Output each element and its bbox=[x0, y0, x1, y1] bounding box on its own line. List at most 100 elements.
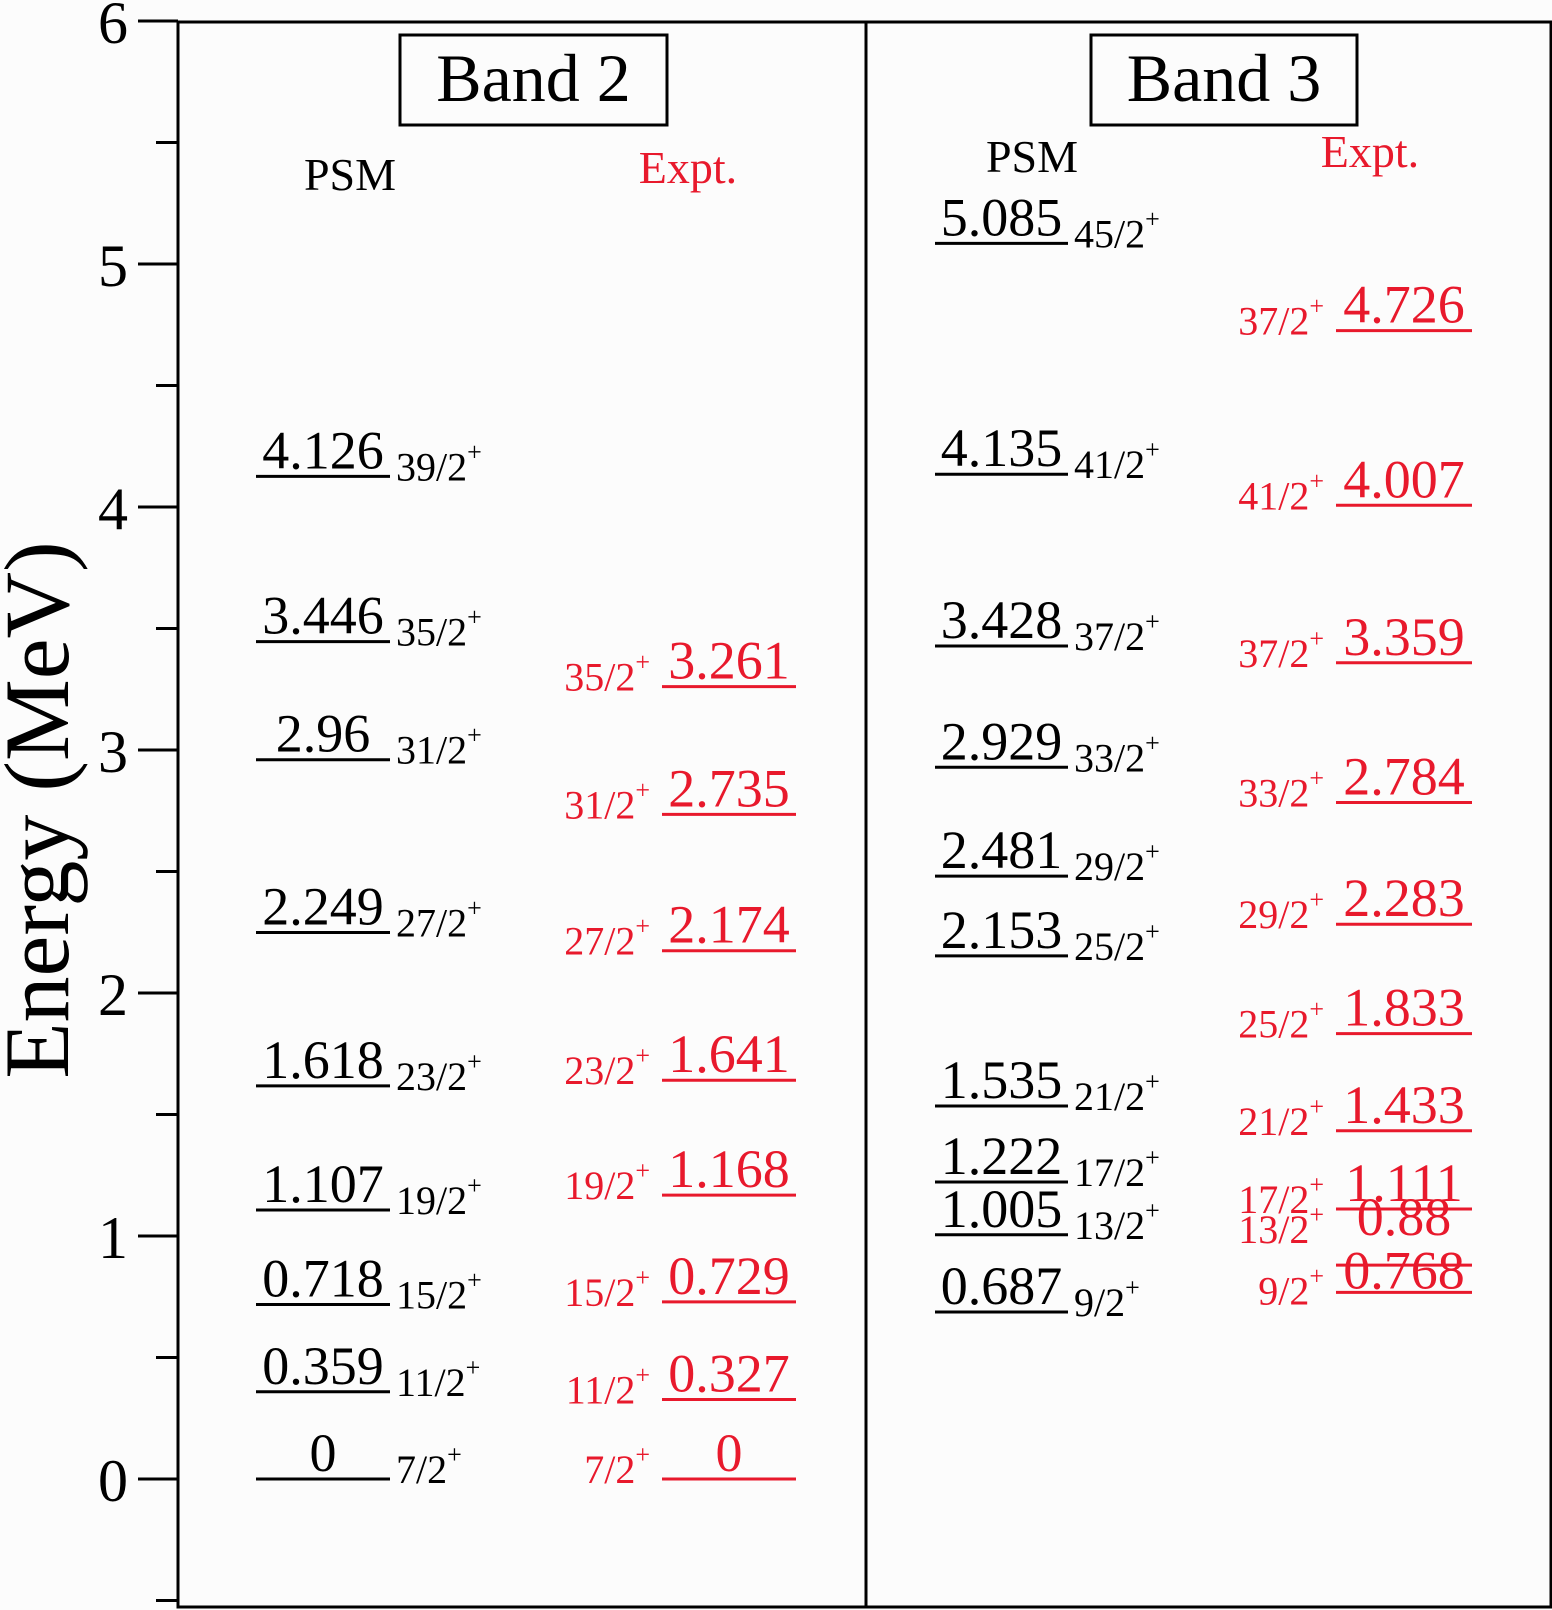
psm-level: 2.96 31/2+ bbox=[256, 704, 482, 773]
expt-energy-label: 3.359 bbox=[1343, 607, 1465, 667]
y-tick-label: 1 bbox=[98, 1205, 128, 1271]
expt-energy-label: 0.768 bbox=[1343, 1240, 1465, 1300]
psm-level: 2.929 33/2+ bbox=[935, 711, 1160, 780]
psm-energy-label: 1.222 bbox=[941, 1126, 1063, 1186]
expt-energy-label: 1.641 bbox=[668, 1024, 790, 1084]
psm-level: 4.135 41/2+ bbox=[935, 418, 1160, 487]
psm-spin-label: 31/2+ bbox=[396, 721, 482, 773]
psm-energy-label: 2.96 bbox=[276, 704, 371, 764]
psm-level: 1.535 21/2+ bbox=[935, 1050, 1160, 1119]
psm-energy-label: 0 bbox=[310, 1423, 337, 1483]
psm-spin-label: 33/2+ bbox=[1074, 728, 1160, 780]
panel-title: Band 2 bbox=[436, 40, 631, 116]
expt-spin-label: 33/2+ bbox=[1238, 763, 1324, 815]
panel-title-box bbox=[398, 33, 669, 127]
psm-energy-label: 0.718 bbox=[262, 1249, 384, 1309]
psm-level: 3.428 37/2+ bbox=[935, 590, 1160, 659]
psm-level: 1.107 19/2+ bbox=[256, 1154, 482, 1223]
expt-energy-label: 0 bbox=[716, 1423, 743, 1483]
psm-level: 0.718 15/2+ bbox=[256, 1249, 482, 1318]
expt-spin-label: 9/2+ bbox=[1258, 1261, 1324, 1313]
expt-spin-label: 23/2+ bbox=[564, 1041, 650, 1093]
psm-column-label: PSM bbox=[304, 149, 396, 200]
panel-title: Band 3 bbox=[1127, 40, 1322, 116]
psm-spin-label: 37/2+ bbox=[1074, 607, 1160, 659]
psm-energy-label: 1.535 bbox=[941, 1050, 1063, 1110]
psm-energy-label: 3.446 bbox=[262, 586, 384, 646]
expt-spin-label: 11/2+ bbox=[566, 1361, 650, 1413]
expt-energy-label: 1.433 bbox=[1343, 1075, 1465, 1135]
psm-level: 4.126 39/2+ bbox=[256, 420, 482, 489]
psm-spin-label: 41/2+ bbox=[1074, 435, 1160, 487]
expt-column-label: Expt. bbox=[639, 142, 737, 193]
y-tick-label: 4 bbox=[98, 476, 128, 542]
expt-energy-label: 0.88 bbox=[1357, 1187, 1452, 1247]
expt-energy-label: 3.261 bbox=[668, 631, 790, 691]
psm-level: 0.359 11/2+ bbox=[256, 1336, 480, 1405]
expt-spin-label: 21/2+ bbox=[1238, 1092, 1324, 1144]
expt-spin-label: 7/2+ bbox=[584, 1440, 650, 1492]
expt-spin-label: 27/2+ bbox=[564, 912, 650, 964]
psm-level: 2.249 27/2+ bbox=[256, 876, 482, 945]
psm-level: 2.481 29/2+ bbox=[935, 820, 1160, 889]
psm-energy-label: 3.428 bbox=[941, 590, 1063, 650]
expt-energy-label: 2.283 bbox=[1343, 868, 1465, 928]
psm-spin-label: 13/2+ bbox=[1074, 1196, 1160, 1248]
psm-spin-label: 45/2+ bbox=[1074, 204, 1160, 256]
panel-title-box bbox=[1089, 33, 1359, 127]
y-axis-label: Energy (MeV) bbox=[0, 541, 88, 1078]
expt-energy-label: 1.833 bbox=[1343, 978, 1465, 1038]
psm-spin-label: 17/2+ bbox=[1074, 1143, 1160, 1195]
expt-column-label: Expt. bbox=[1321, 126, 1419, 177]
expt-energy-label: 2.784 bbox=[1343, 746, 1465, 806]
psm-spin-label: 27/2+ bbox=[396, 893, 482, 945]
expt-spin-label: 15/2+ bbox=[564, 1263, 650, 1315]
psm-energy-label: 1.618 bbox=[262, 1030, 384, 1090]
expt-level: 3.261 35/2+ bbox=[564, 631, 796, 700]
expt-energy-label: 1.111 bbox=[1345, 1153, 1463, 1213]
expt-energy-label: 2.735 bbox=[668, 758, 790, 818]
psm-level: 0 7/2+ bbox=[256, 1423, 462, 1492]
expt-energy-label: 0.729 bbox=[668, 1246, 790, 1306]
expt-level: 1.433 21/2+ bbox=[1238, 1075, 1472, 1144]
psm-energy-label: 2.153 bbox=[941, 900, 1063, 960]
expt-level: 1.168 19/2+ bbox=[564, 1139, 796, 1208]
psm-level: 3.446 35/2+ bbox=[256, 586, 482, 655]
psm-spin-label: 29/2+ bbox=[1074, 837, 1160, 889]
psm-energy-label: 2.481 bbox=[941, 820, 1063, 880]
expt-level: 3.359 37/2+ bbox=[1238, 607, 1472, 676]
psm-energy-label: 1.107 bbox=[262, 1154, 384, 1214]
expt-spin-label: 41/2+ bbox=[1238, 466, 1324, 518]
expt-energy-label: 0.327 bbox=[668, 1344, 790, 1404]
psm-level: 2.153 25/2+ bbox=[935, 900, 1160, 969]
y-tick-label: 2 bbox=[98, 962, 128, 1028]
expt-level: 2.174 27/2+ bbox=[564, 895, 796, 964]
psm-energy-label: 2.929 bbox=[941, 711, 1063, 771]
expt-level: 1.833 25/2+ bbox=[1238, 978, 1472, 1047]
psm-energy-label: 0.359 bbox=[262, 1336, 384, 1396]
expt-level: 0 7/2+ bbox=[584, 1423, 796, 1492]
psm-energy-label: 4.126 bbox=[262, 420, 384, 480]
expt-level: 4.007 41/2+ bbox=[1238, 449, 1472, 518]
expt-level: 2.784 33/2+ bbox=[1238, 746, 1472, 815]
psm-energy-label: 2.249 bbox=[262, 876, 384, 936]
expt-level: 4.726 37/2+ bbox=[1238, 275, 1472, 344]
expt-level: 0.729 15/2+ bbox=[564, 1246, 796, 1315]
y-axis: 0 1 2 3 4 5 6 bbox=[98, 0, 178, 1602]
psm-level: 1.618 23/2+ bbox=[256, 1030, 482, 1099]
psm-column-label: PSM bbox=[986, 131, 1078, 182]
expt-level: 2.283 29/2+ bbox=[1238, 868, 1472, 937]
psm-spin-label: 39/2+ bbox=[396, 437, 482, 489]
psm-spin-label: 35/2+ bbox=[396, 603, 482, 655]
expt-energy-label: 4.007 bbox=[1343, 449, 1465, 509]
expt-level: 2.735 31/2+ bbox=[564, 758, 796, 827]
expt-spin-label: 35/2+ bbox=[564, 648, 650, 700]
psm-level: 1.222 17/2+ bbox=[935, 1126, 1160, 1195]
expt-spin-label: 29/2+ bbox=[1238, 885, 1324, 937]
expt-energy-label: 4.726 bbox=[1343, 275, 1465, 335]
